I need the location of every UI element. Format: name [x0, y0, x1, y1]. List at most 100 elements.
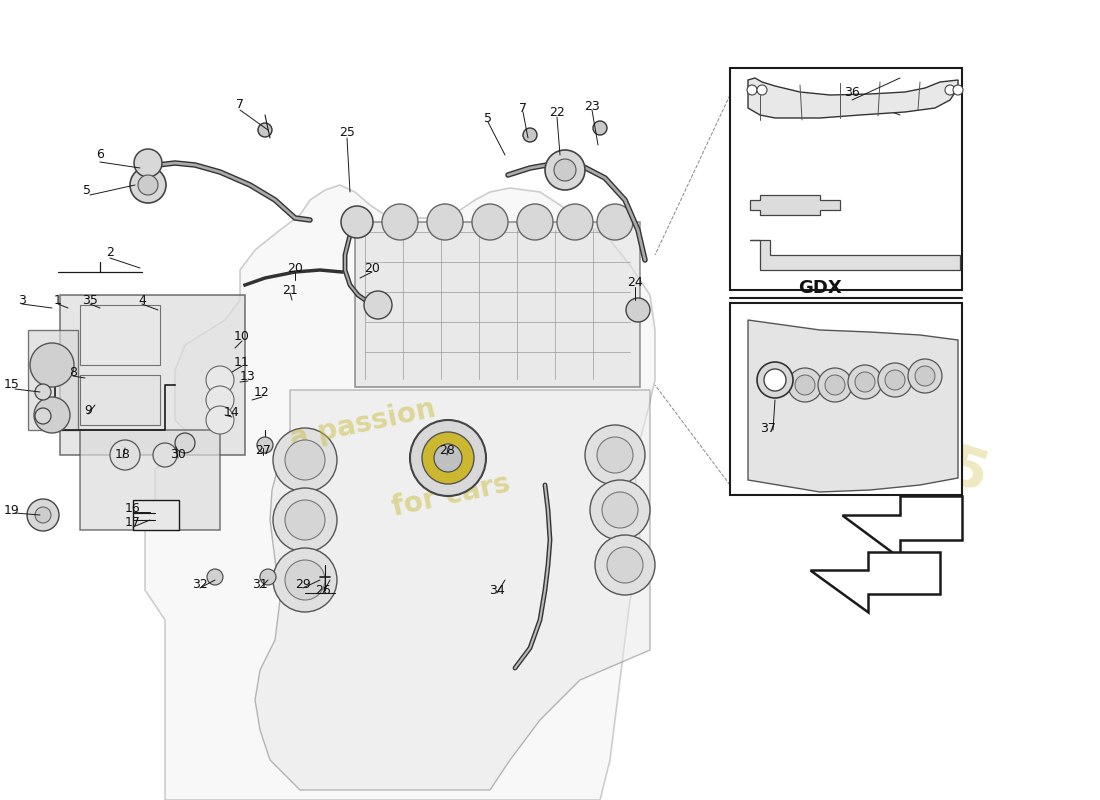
Text: 7: 7 — [519, 102, 527, 114]
Circle shape — [825, 375, 845, 395]
Circle shape — [434, 444, 462, 472]
Text: 27: 27 — [255, 445, 271, 458]
Text: a passion: a passion — [287, 395, 439, 453]
Bar — [730, 68, 962, 290]
Text: 16: 16 — [125, 502, 141, 514]
Circle shape — [597, 204, 632, 240]
Circle shape — [260, 569, 276, 585]
Circle shape — [757, 85, 767, 95]
Circle shape — [28, 499, 59, 531]
Circle shape — [285, 440, 324, 480]
Polygon shape — [748, 320, 958, 492]
Circle shape — [34, 397, 70, 433]
Polygon shape — [145, 185, 654, 800]
Text: 20: 20 — [364, 262, 380, 274]
Text: for cars: for cars — [389, 470, 513, 522]
Circle shape — [758, 363, 792, 397]
Text: 1985: 1985 — [832, 406, 994, 506]
Text: 15: 15 — [4, 378, 20, 391]
Text: 12: 12 — [254, 386, 270, 399]
Text: 23: 23 — [584, 99, 600, 113]
Text: 24: 24 — [627, 277, 642, 290]
Text: 11: 11 — [234, 355, 250, 369]
Text: 28: 28 — [439, 445, 455, 458]
Text: 22: 22 — [549, 106, 565, 119]
Bar — [730, 303, 962, 495]
Circle shape — [273, 428, 337, 492]
Circle shape — [818, 368, 852, 402]
Circle shape — [522, 128, 537, 142]
Polygon shape — [748, 78, 958, 118]
Circle shape — [764, 370, 785, 390]
Polygon shape — [255, 390, 650, 790]
Circle shape — [258, 123, 272, 137]
Text: GDX: GDX — [799, 279, 842, 297]
Circle shape — [886, 370, 905, 390]
Circle shape — [110, 440, 140, 470]
Circle shape — [517, 204, 553, 240]
Circle shape — [878, 363, 912, 397]
Circle shape — [554, 159, 576, 181]
Text: 19: 19 — [4, 503, 20, 517]
Text: 6: 6 — [96, 149, 103, 162]
Text: 7: 7 — [236, 98, 244, 111]
Circle shape — [472, 204, 508, 240]
Text: 13: 13 — [240, 370, 256, 383]
Circle shape — [585, 425, 645, 485]
Text: 35: 35 — [82, 294, 98, 306]
Circle shape — [134, 149, 162, 177]
Circle shape — [908, 359, 942, 393]
Text: 5: 5 — [82, 183, 91, 197]
Circle shape — [273, 488, 337, 552]
Circle shape — [130, 167, 166, 203]
Text: 32: 32 — [192, 578, 208, 591]
Circle shape — [341, 206, 373, 238]
Text: 3: 3 — [18, 294, 26, 306]
Circle shape — [593, 121, 607, 135]
Circle shape — [138, 175, 158, 195]
Bar — [355, 222, 640, 387]
Circle shape — [206, 366, 234, 394]
Circle shape — [544, 150, 585, 190]
Text: 37: 37 — [760, 422, 775, 434]
Circle shape — [607, 547, 644, 583]
Text: 20: 20 — [287, 262, 303, 274]
Polygon shape — [842, 496, 962, 558]
Circle shape — [757, 362, 793, 398]
Circle shape — [953, 85, 962, 95]
Circle shape — [35, 507, 51, 523]
Circle shape — [626, 298, 650, 322]
Circle shape — [364, 291, 392, 319]
Text: 29: 29 — [295, 578, 311, 591]
Circle shape — [855, 372, 875, 392]
Circle shape — [30, 343, 74, 387]
Circle shape — [788, 368, 822, 402]
Text: 4: 4 — [139, 294, 146, 306]
Text: 18: 18 — [116, 449, 131, 462]
Circle shape — [35, 384, 51, 400]
Circle shape — [590, 480, 650, 540]
Circle shape — [273, 548, 337, 612]
Bar — [80, 305, 160, 365]
Text: 10: 10 — [234, 330, 250, 343]
Circle shape — [747, 85, 757, 95]
Circle shape — [206, 386, 234, 414]
Bar — [133, 500, 179, 530]
Circle shape — [175, 433, 195, 453]
Circle shape — [285, 500, 324, 540]
Circle shape — [595, 535, 654, 595]
Text: 21: 21 — [282, 283, 298, 297]
Circle shape — [764, 369, 786, 391]
Bar — [80, 430, 220, 530]
Bar — [60, 295, 245, 455]
Circle shape — [602, 492, 638, 528]
Polygon shape — [810, 552, 940, 612]
Circle shape — [35, 408, 51, 424]
Circle shape — [206, 406, 234, 434]
Circle shape — [945, 85, 955, 95]
Text: 8: 8 — [69, 366, 77, 378]
Circle shape — [382, 204, 418, 240]
Circle shape — [422, 432, 474, 484]
Text: 34: 34 — [490, 583, 505, 597]
Circle shape — [207, 569, 223, 585]
